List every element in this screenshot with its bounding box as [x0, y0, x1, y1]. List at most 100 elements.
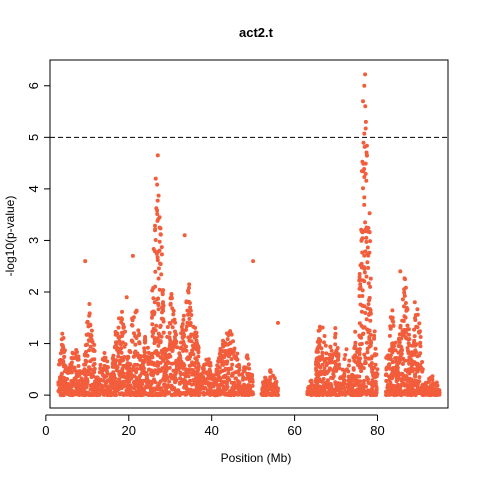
data-point [207, 367, 212, 372]
data-point [133, 342, 138, 347]
data-point [184, 344, 188, 349]
data-point [242, 366, 247, 371]
data-point [155, 198, 160, 203]
data-point [189, 363, 194, 367]
data-point [318, 338, 323, 343]
data-point [417, 390, 422, 395]
data-point [116, 380, 121, 385]
data-point [232, 354, 237, 359]
data-point [156, 307, 161, 312]
data-point [119, 320, 124, 325]
data-point [89, 328, 94, 333]
data-point [110, 356, 115, 361]
data-point [389, 376, 394, 381]
data-point [117, 339, 122, 343]
data-point [391, 319, 396, 324]
data-point [201, 368, 206, 373]
data-point [117, 346, 122, 351]
data-point [99, 383, 104, 388]
data-point [226, 371, 231, 376]
data-point [125, 357, 130, 361]
data-point [89, 333, 94, 338]
data-point [359, 309, 364, 314]
data-point [362, 83, 367, 88]
data-point [135, 385, 140, 390]
data-point [158, 360, 163, 365]
data-point [184, 367, 188, 372]
data-point [321, 377, 326, 381]
data-point [372, 336, 377, 341]
data-point [107, 384, 112, 389]
data-point [347, 358, 352, 363]
data-point [189, 313, 194, 317]
data-point [194, 377, 199, 382]
data-point [132, 350, 137, 355]
data-point [208, 363, 213, 368]
data-point [423, 380, 428, 385]
data-point [193, 361, 197, 366]
data-point [178, 376, 183, 381]
data-point [366, 265, 371, 270]
data-point [357, 393, 362, 398]
data-point [201, 392, 206, 397]
data-point [116, 325, 121, 330]
data-point [61, 393, 66, 398]
data-point [393, 348, 398, 353]
data-point [172, 361, 177, 366]
data-point [393, 366, 398, 371]
data-point [159, 348, 164, 353]
data-point [358, 263, 363, 268]
data-point [316, 328, 321, 333]
data-point [163, 384, 168, 389]
data-point [70, 389, 75, 394]
data-point [329, 384, 334, 388]
data-point [159, 272, 164, 277]
data-point [71, 356, 76, 361]
data-point [153, 328, 158, 333]
data-point [397, 336, 402, 341]
data-point [428, 383, 433, 388]
data-point [412, 392, 416, 397]
data-point [117, 361, 122, 366]
data-point [166, 355, 171, 360]
data-point [359, 369, 364, 374]
data-point [260, 393, 265, 397]
data-point [372, 390, 377, 395]
data-point [92, 342, 97, 347]
data-point [119, 391, 124, 396]
data-point [181, 361, 186, 366]
chart-title: act2.t [239, 25, 274, 40]
data-point [172, 317, 177, 322]
data-point [408, 388, 413, 392]
data-point [151, 369, 156, 374]
data-point [321, 357, 326, 361]
data-point [373, 379, 378, 384]
data-point [384, 372, 389, 377]
data-point [128, 367, 133, 372]
data-point [231, 388, 236, 393]
data-point [140, 382, 145, 387]
data-point [228, 366, 233, 371]
data-point [400, 333, 405, 337]
data-point [364, 239, 369, 244]
data-point [217, 352, 222, 356]
data-point [83, 362, 88, 367]
data-point [56, 389, 61, 393]
data-point [167, 379, 172, 384]
data-point [140, 358, 145, 363]
data-point [165, 375, 170, 380]
data-point [329, 348, 334, 353]
data-point [153, 238, 158, 242]
data-point [156, 217, 161, 221]
data-point [95, 383, 99, 388]
data-point [181, 348, 186, 353]
data-point [150, 334, 155, 339]
data-point [155, 153, 160, 158]
data-point [161, 330, 166, 335]
data-point [357, 352, 362, 357]
data-point [163, 361, 168, 366]
data-point [88, 344, 93, 349]
data-point [153, 284, 158, 289]
data-point [318, 365, 323, 370]
data-point [368, 284, 373, 289]
